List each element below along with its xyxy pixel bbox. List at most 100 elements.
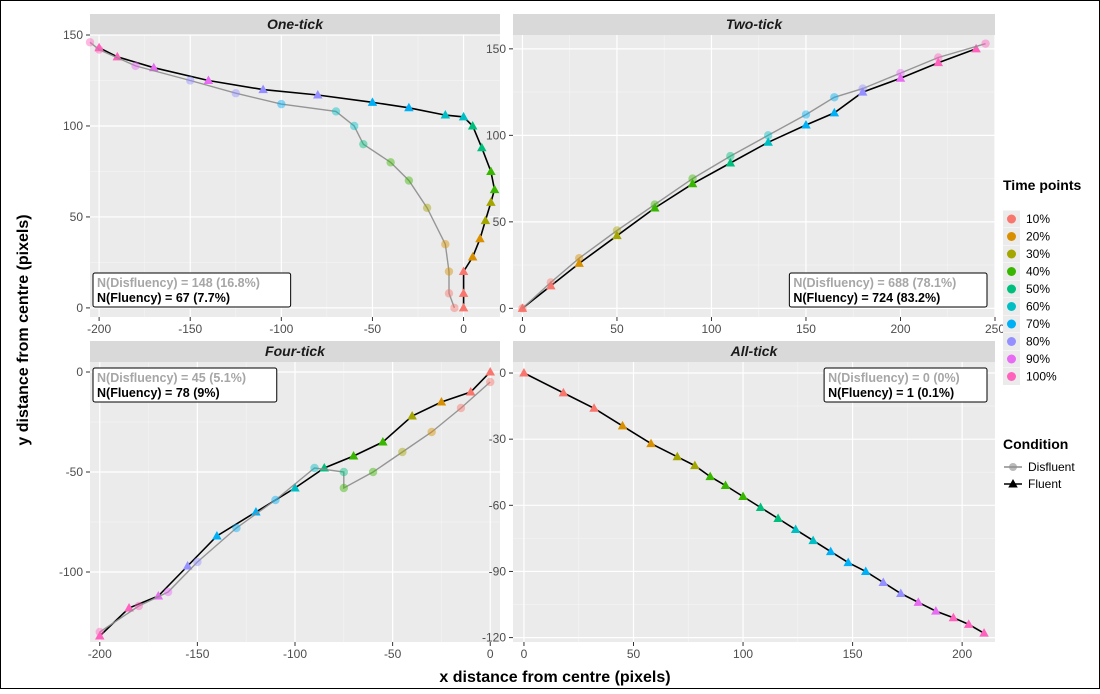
disfluent-point (688, 174, 697, 183)
legend-label-40-: 40% (1026, 265, 1050, 279)
disfluent-point (339, 467, 349, 477)
fluent-point (933, 57, 944, 67)
x-axis-title: x distance from centre (pixels) (439, 669, 670, 686)
fluent-point (458, 288, 469, 297)
disfluency-count-label: N(Disfluency) = 0 (0%) (828, 371, 960, 385)
panel-one-tick: One-tick -200 -150 -100 -50 0 0 50 100 150 N(Disfl… (63, 14, 500, 336)
x-tick-label: 0 (487, 647, 494, 661)
disfluent-point (331, 107, 341, 116)
x-tick-label: -50 (364, 322, 382, 336)
fluent-point (485, 367, 495, 376)
fluent-point (436, 397, 447, 406)
fluent-point (705, 471, 715, 481)
x-tick-label: -150 (178, 322, 202, 336)
disfluent-point (398, 447, 407, 457)
fluent-point (558, 387, 569, 397)
disfluent-point (422, 203, 432, 213)
disfluent-point (350, 121, 359, 131)
strip-background (90, 14, 500, 35)
x-tick-label: 250 (985, 322, 1005, 336)
fluent-point (477, 142, 487, 152)
fluent-point (467, 120, 478, 130)
fluent-point (486, 197, 496, 206)
fluent-point (612, 230, 622, 240)
fluent-point (646, 438, 656, 448)
fluent-point (367, 97, 378, 106)
fluent-point (738, 491, 748, 500)
time-legend-items: 10% 20% 30% 40% 50% 60% 70% 80% 90% 100% (1003, 210, 1057, 385)
fluent-point (251, 507, 261, 516)
condition-legend-items: Disfluent Fluent (1003, 458, 1075, 493)
y-tick-label: -60 (489, 498, 507, 512)
legend-label-80-: 80% (1026, 335, 1050, 349)
disfluent-point (801, 110, 811, 119)
fluent-point (755, 502, 766, 512)
panel-title: All-tick (730, 343, 779, 359)
fluent-point (720, 480, 731, 489)
x-tick-label: -150 (185, 647, 209, 661)
x-tick-label: 0 (519, 322, 526, 336)
fluent-point (878, 577, 889, 586)
x-tick-label: -200 (88, 647, 112, 661)
fluent-point (378, 437, 388, 446)
legend-label-70-: 70% (1026, 317, 1050, 331)
legend-label-10-: 10% (1026, 212, 1050, 226)
x-tick-label: 50 (610, 322, 624, 336)
fluent-point (808, 535, 818, 545)
disfluent-point (359, 139, 368, 149)
disfluent-point (193, 557, 202, 567)
fluent-point (465, 387, 476, 396)
series-line-disfluent (522, 43, 986, 309)
fluent-point (404, 102, 414, 112)
disfluent-point (981, 39, 990, 48)
disfluent-point (404, 176, 414, 185)
legend-swatch-70- (1007, 319, 1016, 329)
y-tick-label: 0 (499, 301, 506, 315)
fluent-point (790, 524, 801, 534)
fluent-point (672, 451, 683, 461)
fluent-point (801, 119, 811, 129)
disfluent-point (386, 158, 395, 167)
fluent-point (895, 73, 906, 82)
x-tick-label: -50 (384, 647, 402, 661)
disfluent-point (186, 76, 195, 85)
fluent-point (574, 258, 584, 267)
x-tick-label: 100 (733, 647, 753, 661)
disfluent-point (131, 61, 140, 71)
annotation-box (92, 272, 292, 308)
strip-background (513, 341, 995, 362)
annotation-box (92, 367, 278, 403)
legend-label-90-: 90% (1026, 352, 1050, 366)
strip-background (513, 14, 995, 35)
fluent-point (458, 111, 469, 121)
disfluent-point (574, 253, 584, 263)
plot-background (90, 35, 500, 317)
x-tick-label: 100 (701, 322, 721, 336)
series-line-disfluent (89, 41, 456, 309)
y-tick-label: 0 (76, 365, 83, 379)
disfluent-point (368, 467, 378, 477)
legend-label-disfluent: Disfluent (1028, 460, 1075, 474)
y-tick-label: 150 (63, 28, 83, 42)
disfluent-point (934, 53, 943, 62)
fluent-point (773, 513, 783, 523)
disfluent-point (232, 523, 241, 533)
legend-label-60-: 60% (1026, 300, 1050, 314)
disfluent-point (85, 38, 95, 47)
disfluent-point (441, 240, 450, 249)
disfluent-point (763, 131, 773, 140)
legend-label-30-: 30% (1026, 247, 1050, 261)
disfluent-point (830, 93, 839, 102)
fluent-point (913, 597, 924, 606)
fluent-point (258, 84, 268, 94)
disfluent-point (134, 601, 144, 611)
condition-legend: Condition Disfluent Fluent (1003, 436, 1075, 493)
disfluent-point (277, 99, 286, 109)
legend-swatch-50- (1007, 284, 1016, 294)
legend-swatch-20- (1007, 232, 1016, 241)
disfluent-point (726, 151, 735, 161)
series-line-fluent (522, 48, 977, 309)
disfluent-point (518, 304, 527, 313)
legend-marker-disfluent (1009, 463, 1017, 471)
condition-legend-title: Condition (1003, 436, 1068, 452)
